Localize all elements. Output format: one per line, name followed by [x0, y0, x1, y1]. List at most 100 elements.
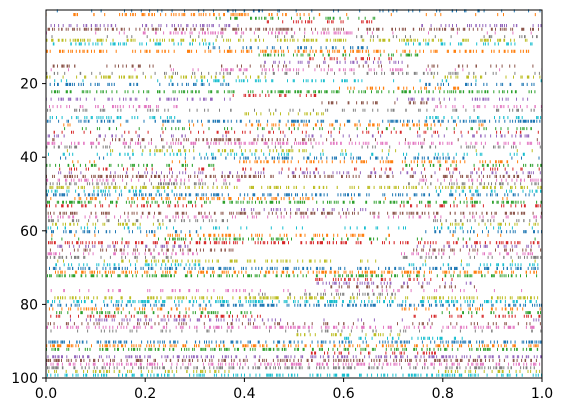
event-ticks — [46, 145, 541, 149]
event-row-86 — [46, 325, 543, 329]
event-row-20 — [49, 82, 535, 86]
event-ticks — [316, 281, 472, 285]
event-ticks — [46, 347, 539, 351]
event-row-42 — [45, 163, 543, 167]
event-ticks — [63, 123, 484, 127]
event-ticks — [45, 270, 537, 274]
event-row-48 — [49, 185, 543, 189]
event-row-96 — [46, 362, 541, 366]
event-ticks — [46, 75, 541, 79]
event-row-44 — [58, 171, 541, 175]
event-row-35 — [52, 138, 538, 142]
event-ticks — [47, 355, 542, 359]
event-ticks — [47, 200, 542, 204]
event-row-77 — [248, 292, 396, 296]
event-row-2 — [215, 16, 376, 20]
event-row-34 — [47, 134, 530, 138]
event-ticks — [46, 31, 532, 35]
event-row-72 — [47, 274, 538, 278]
event-ticks — [47, 373, 542, 377]
y-tick-label: 60 — [20, 224, 38, 240]
event-row-37 — [46, 145, 541, 149]
event-row-24 — [45, 97, 529, 101]
event-row-23 — [232, 93, 317, 97]
event-ticks — [54, 79, 542, 83]
event-row-38 — [66, 149, 533, 153]
event-ticks — [49, 266, 539, 270]
event-row-11 — [46, 49, 530, 53]
event-row-40 — [60, 156, 540, 160]
event-row-69 — [55, 263, 539, 267]
event-ticks — [52, 138, 538, 142]
event-row-7 — [51, 35, 538, 39]
event-ticks — [49, 185, 543, 189]
event-row-85 — [47, 322, 541, 326]
event-row-68 — [57, 259, 536, 263]
event-row-97 — [47, 366, 535, 370]
event-row-83 — [50, 314, 541, 318]
event-row-84 — [70, 318, 540, 322]
event-row-5 — [47, 27, 539, 31]
event-ticks — [53, 130, 539, 134]
event-ticks — [48, 219, 537, 223]
event-row-52 — [47, 200, 542, 204]
event-ticks — [58, 171, 541, 175]
event-ticks — [47, 252, 533, 256]
event-row-71 — [45, 270, 537, 274]
event-row-59 — [47, 226, 533, 230]
event-ticks — [46, 230, 543, 234]
event-ticks — [339, 86, 460, 90]
event-ticks — [45, 38, 528, 42]
event-ticks — [49, 105, 542, 109]
event-row-89 — [344, 336, 463, 340]
event-row-49 — [46, 189, 543, 193]
event-ticks — [52, 222, 539, 226]
event-row-92 — [46, 347, 539, 351]
event-ticks — [47, 141, 541, 145]
event-ticks — [55, 263, 539, 267]
event-ticks — [46, 189, 543, 193]
event-row-10 — [208, 46, 368, 50]
event-ticks — [315, 277, 453, 281]
event-row-80 — [50, 303, 542, 307]
event-ticks — [344, 336, 463, 340]
event-ticks — [47, 134, 530, 138]
event-row-53 — [46, 204, 541, 208]
event-ticks — [50, 289, 523, 293]
event-row-33 — [53, 130, 539, 134]
event-ticks — [46, 362, 541, 366]
event-row-95 — [46, 358, 537, 362]
event-ticks — [57, 259, 536, 263]
event-rows — [45, 9, 543, 377]
event-ticks — [46, 255, 542, 259]
x-tick-label: 0.0 — [35, 386, 57, 402]
event-row-41 — [72, 160, 519, 164]
event-ticks — [48, 369, 541, 373]
event-ticks — [56, 9, 541, 13]
event-ticks — [46, 344, 539, 348]
event-row-76 — [50, 289, 523, 293]
event-row-60 — [46, 230, 543, 234]
event-ticks — [47, 366, 535, 370]
event-ticks — [45, 193, 535, 197]
event-ticks — [46, 174, 531, 178]
event-ticks — [208, 46, 368, 50]
event-ticks — [46, 49, 530, 53]
event-ticks — [330, 285, 475, 289]
event-ticks — [310, 351, 436, 355]
event-ticks — [296, 333, 401, 337]
event-row-79 — [47, 300, 543, 304]
event-ticks — [264, 60, 403, 64]
x-tick-label: 0.4 — [233, 386, 255, 402]
event-ticks — [309, 57, 392, 61]
event-row-82 — [56, 311, 541, 315]
event-ticks — [54, 296, 539, 300]
event-row-0 — [56, 9, 541, 13]
x-tick-label: 0.2 — [134, 386, 156, 402]
event-row-12 — [258, 53, 419, 57]
event-row-81 — [48, 307, 541, 311]
event-row-94 — [47, 355, 542, 359]
event-row-58 — [52, 222, 539, 226]
x-tick-label: 0.8 — [432, 386, 454, 402]
